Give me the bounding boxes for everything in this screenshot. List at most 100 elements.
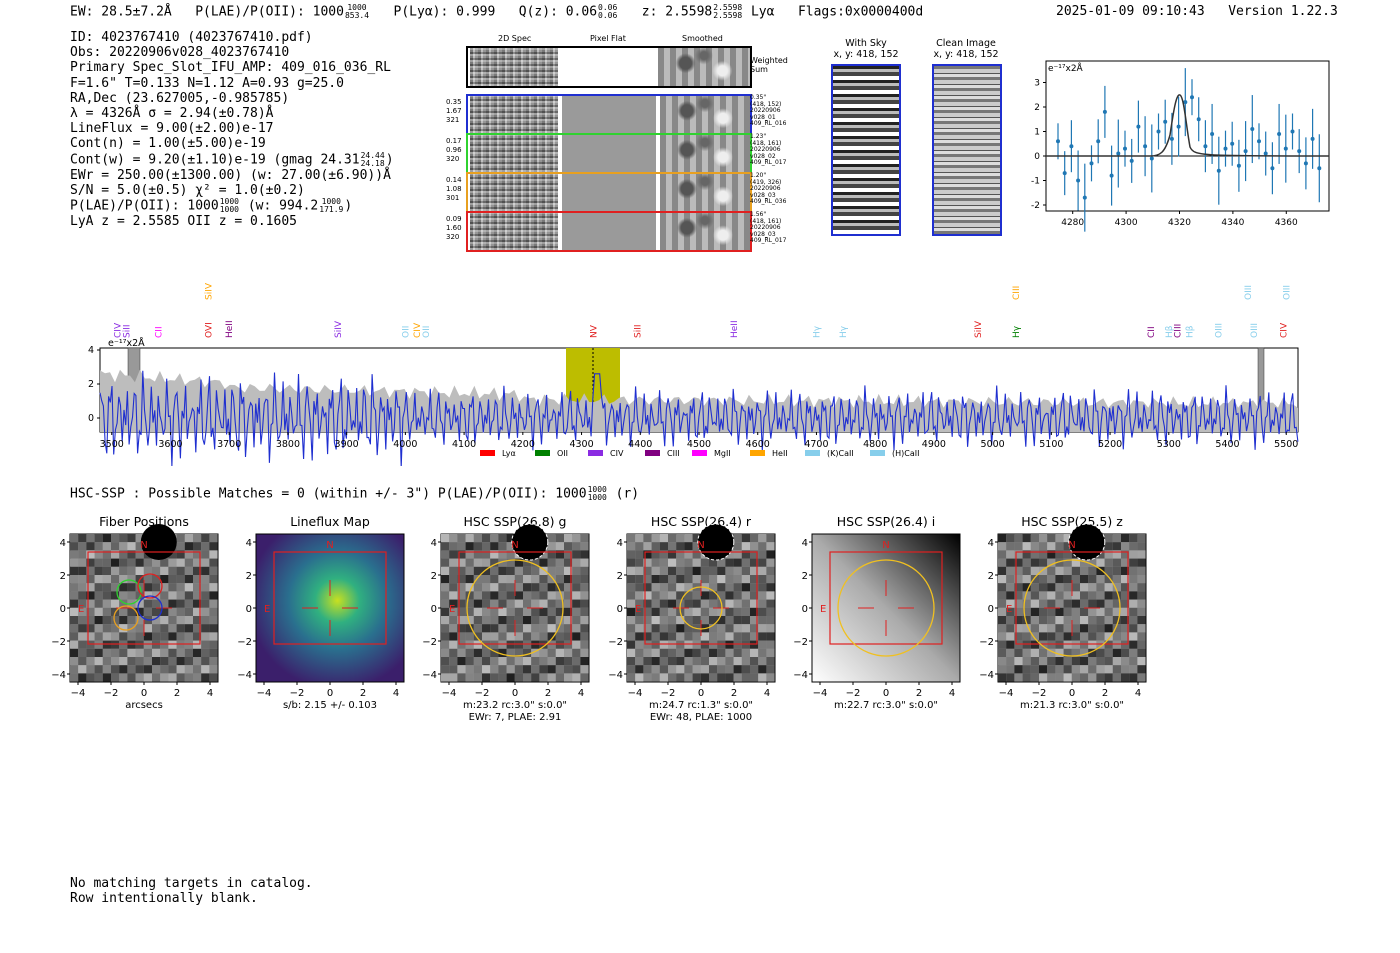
hsc-pixel [523,558,532,567]
hsc-pixel [490,558,499,567]
hsc-pixel [717,591,726,600]
spectral-line-label: SiII [633,324,643,338]
hsc-pixel [1080,640,1089,649]
hsc-pixel [70,632,79,641]
hsc-pixel [572,558,581,567]
hsc-pixel [643,657,652,666]
hsc-pixel [1104,558,1113,567]
hsc-pixel [1096,673,1105,682]
hsc-pixel [692,616,701,625]
hsc-pixel [741,542,750,551]
bright-source [697,523,735,561]
cutout-row-stat: 320 [446,155,460,163]
hsc-pixel [102,550,111,559]
hsc-pixel [580,632,589,641]
hsc-pixel [523,632,532,641]
hsc-pixel [547,558,556,567]
hsc-pixel [1055,566,1064,575]
ew-value: EW: 28.5±7.2Å [70,4,172,20]
legend-label: CIII [667,449,680,458]
hsc-pixel [627,657,636,666]
hsc-pixel [659,542,668,551]
aperture-circle [466,559,564,657]
hsc-pixel [1088,566,1097,575]
hsc-pixel [531,673,540,682]
hsc-pixel [184,591,193,600]
hsc-y-tick: 0 [802,604,808,615]
hsc-pixel [1104,648,1113,657]
hsc-pixel [580,583,589,592]
hsc-pixel [1047,599,1056,608]
hsc-pixel [473,583,482,592]
hsc-pixel [741,624,750,633]
detection-id: ID: 4023767410 (4023767410.pdf) [70,30,313,45]
hsc-pixel [717,575,726,584]
hsc-pixel [1112,550,1121,559]
hsc-pixel [766,583,775,592]
line-fit-point [1290,129,1295,134]
hsc-pixel [506,542,515,551]
hsc-pixel [1030,575,1039,584]
hsc-pixel [733,542,742,551]
hsc-pixel [555,648,564,657]
hsc-pixel [1006,673,1015,682]
hsc-pixel [441,624,450,633]
hsc-pixel [1096,558,1105,567]
hsc-pixel [94,673,103,682]
cutout-flat-image [562,174,656,211]
hsc-pixel [523,665,532,674]
hsc-pixel [651,599,660,608]
hsc-pixel [1055,607,1064,616]
hsc-pixel [572,657,581,666]
hsc-pixel [209,607,218,616]
hsc-pixel [564,542,573,551]
line-fit-point [1230,141,1235,146]
hsc-pixel [1104,591,1113,600]
hsc-pixel [498,616,507,625]
hsc-pixel [998,542,1007,551]
hsc-pixel [498,550,507,559]
hsc-pixel [457,575,466,584]
hsc-pixel [498,632,507,641]
hsc-pixel [676,624,685,633]
hsc-pixel [758,624,767,633]
line-fit-point [1310,136,1315,141]
hsc-pixel [1080,583,1089,592]
hsc-pixel [1063,542,1072,551]
hsc-pixel [1047,583,1056,592]
cont-w-hi: 24.44 [360,150,385,160]
hsc-x-tick: −2 [290,688,305,699]
hsc-pixel [482,665,491,674]
hsc-pixel [152,566,161,575]
hsc-pixel [1055,542,1064,551]
hsc-pixel [209,640,218,649]
hsc-pixel [449,558,458,567]
cutout-row-stats: 0.17 0.96 320 [446,137,466,164]
hsc-pixel [635,657,644,666]
line-fit-point [1163,119,1168,124]
hsc-pixel [684,550,693,559]
hsc-pixel [102,648,111,657]
hsc-pixel [94,648,103,657]
hsc-pixel [1121,640,1130,649]
hsc-pixel [94,558,103,567]
line-fit-point [1116,151,1121,156]
hsc-pixel [490,632,499,641]
hsc-pixel [1047,657,1056,666]
line-fit-y-tick: -2 [1031,201,1040,211]
hsc-pixel [1039,648,1048,657]
line-fit-x-tick: 4280 [1061,218,1084,228]
hsc-pixel [449,550,458,559]
hsc-pixel [119,575,128,584]
hsc-pixel [1112,657,1121,666]
hsc-pixel [531,575,540,584]
hsc-pixel [490,665,499,674]
hsc-pixel [465,607,474,616]
spectrum-legend: Lyα OII CIV CIII MgII HeII (K)CaII (H)CaII [480,449,919,458]
hsc-pixel [135,558,144,567]
hsc-pixel [741,591,750,600]
hsc-pixel [168,550,177,559]
hsc-pixel [184,648,193,657]
hsc-pixel [709,673,718,682]
hsc-pixel [209,558,218,567]
